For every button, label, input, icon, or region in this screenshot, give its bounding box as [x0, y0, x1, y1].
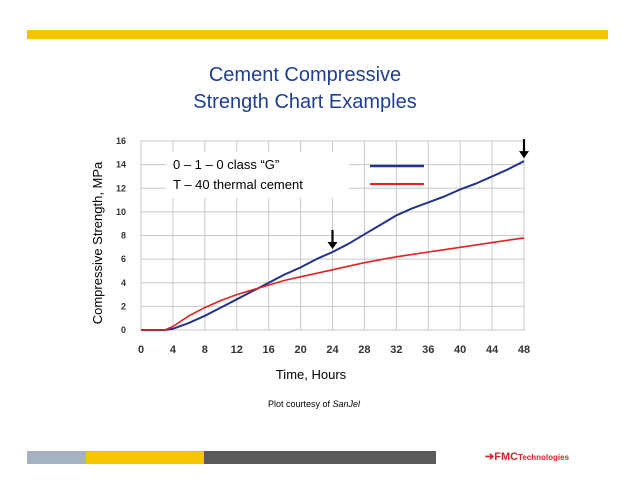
x-tick-label-4: 4 [170, 344, 177, 356]
fmc-logo: ➔FMCTechnologies [485, 450, 569, 463]
bottom-bar [27, 451, 608, 464]
slide-title: Cement Compressive Strength Chart Exampl… [150, 62, 460, 116]
logo-arrow-icon: ➔ [485, 451, 495, 463]
x-tick-label-28: 28 [358, 344, 370, 356]
plot-caption: Plot courtesy of SanJel [268, 399, 361, 409]
y-tick-label-2: 2 [121, 301, 126, 311]
x-tick-label-12: 12 [231, 344, 243, 356]
x-tick-label-8: 8 [202, 344, 208, 356]
caption-prefix: Plot courtesy of [268, 399, 333, 409]
arrow-down-icon [327, 230, 338, 250]
y-tick-label-6: 6 [121, 254, 126, 264]
legend-line-1: 0 – 1 – 0 class “G” [173, 157, 279, 172]
series-line-1 [141, 160, 525, 331]
x-tick-label-48: 48 [518, 344, 530, 356]
y-tick-label-10: 10 [116, 207, 126, 217]
top-accent-bar [27, 30, 608, 39]
arrow-head-2 [519, 151, 529, 159]
y-axis-label: Compressive Strength, MPa [90, 161, 105, 324]
logo-text: FMC [494, 451, 519, 463]
chart-series [141, 160, 525, 331]
y-tick-label-0: 0 [121, 325, 126, 335]
caption-source: SanJel [333, 399, 362, 409]
x-tick-label-44: 44 [486, 344, 499, 356]
arrow-down-icon [519, 139, 529, 159]
title-line-1: Cement Compressive [208, 64, 402, 86]
legend-line-2: T – 40 thermal cement [173, 177, 303, 192]
legend-box [166, 152, 349, 198]
x-tick-label-0: 0 [138, 344, 144, 356]
series-line-2 [141, 237, 525, 331]
logo-suffix: Technologies [518, 453, 570, 462]
x-tick-label-36: 36 [422, 344, 434, 356]
x-tick-label-24: 24 [326, 344, 339, 356]
bottom-bar-gray [27, 451, 86, 464]
y-tick-label-16: 16 [116, 136, 126, 146]
x-tick-label-40: 40 [454, 344, 466, 356]
bottom-bar-yellow [86, 451, 204, 464]
arrow-head-1 [327, 242, 338, 250]
y-tick-label-4: 4 [121, 278, 126, 288]
y-tick-label-14: 14 [116, 160, 126, 170]
x-tick-label-32: 32 [390, 344, 402, 356]
x-tick-label-16: 16 [263, 344, 275, 356]
y-tick-label-8: 8 [121, 231, 126, 241]
x-tick-label-20: 20 [294, 344, 306, 356]
y-tick-label-12: 12 [116, 183, 126, 193]
bottom-bar-dark [204, 451, 436, 464]
chart-annotations [327, 139, 529, 250]
x-axis-label: Time, Hours [276, 367, 347, 382]
title-line-2: Strength Chart Examples [193, 91, 417, 113]
